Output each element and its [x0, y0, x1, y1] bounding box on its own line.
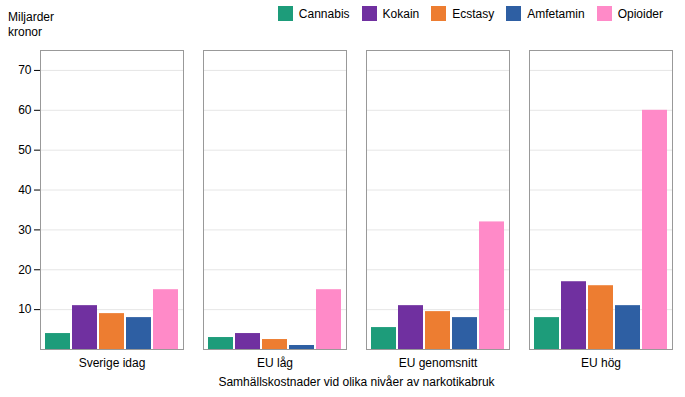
svg-text:70: 70 [18, 63, 32, 77]
svg-text:Sverige idag: Sverige idag [79, 356, 146, 370]
html-text:Opioider: Opioider [617, 6, 663, 21]
svg-text:60: 60 [18, 103, 32, 117]
svg-text:EU hög: EU hög [581, 356, 621, 370]
html-text:Miljarder: Miljarder [8, 10, 54, 24]
svg-text:Samhällskostnader vid olika ni: Samhällskostnader vid olika nivåer av na… [218, 375, 495, 389]
svg-text:50: 50 [18, 143, 32, 157]
svg-text:40: 40 [18, 183, 32, 197]
svg-text:EU genomsnitt: EU genomsnitt [399, 356, 478, 370]
svg-text:10: 10 [18, 302, 32, 316]
svg-text:20: 20 [18, 263, 32, 277]
html-text:Ecstasy: Ecstasy [452, 6, 495, 21]
svg-text:30: 30 [18, 223, 32, 237]
html-text:Kokain: Kokain [382, 6, 420, 21]
svg-text:EU låg: EU låg [257, 356, 293, 370]
html-text:Amfetamin: Amfetamin [527, 6, 585, 21]
html-text:Cannabis: Cannabis [298, 6, 350, 21]
html-text:kronor: kronor [8, 25, 42, 39]
